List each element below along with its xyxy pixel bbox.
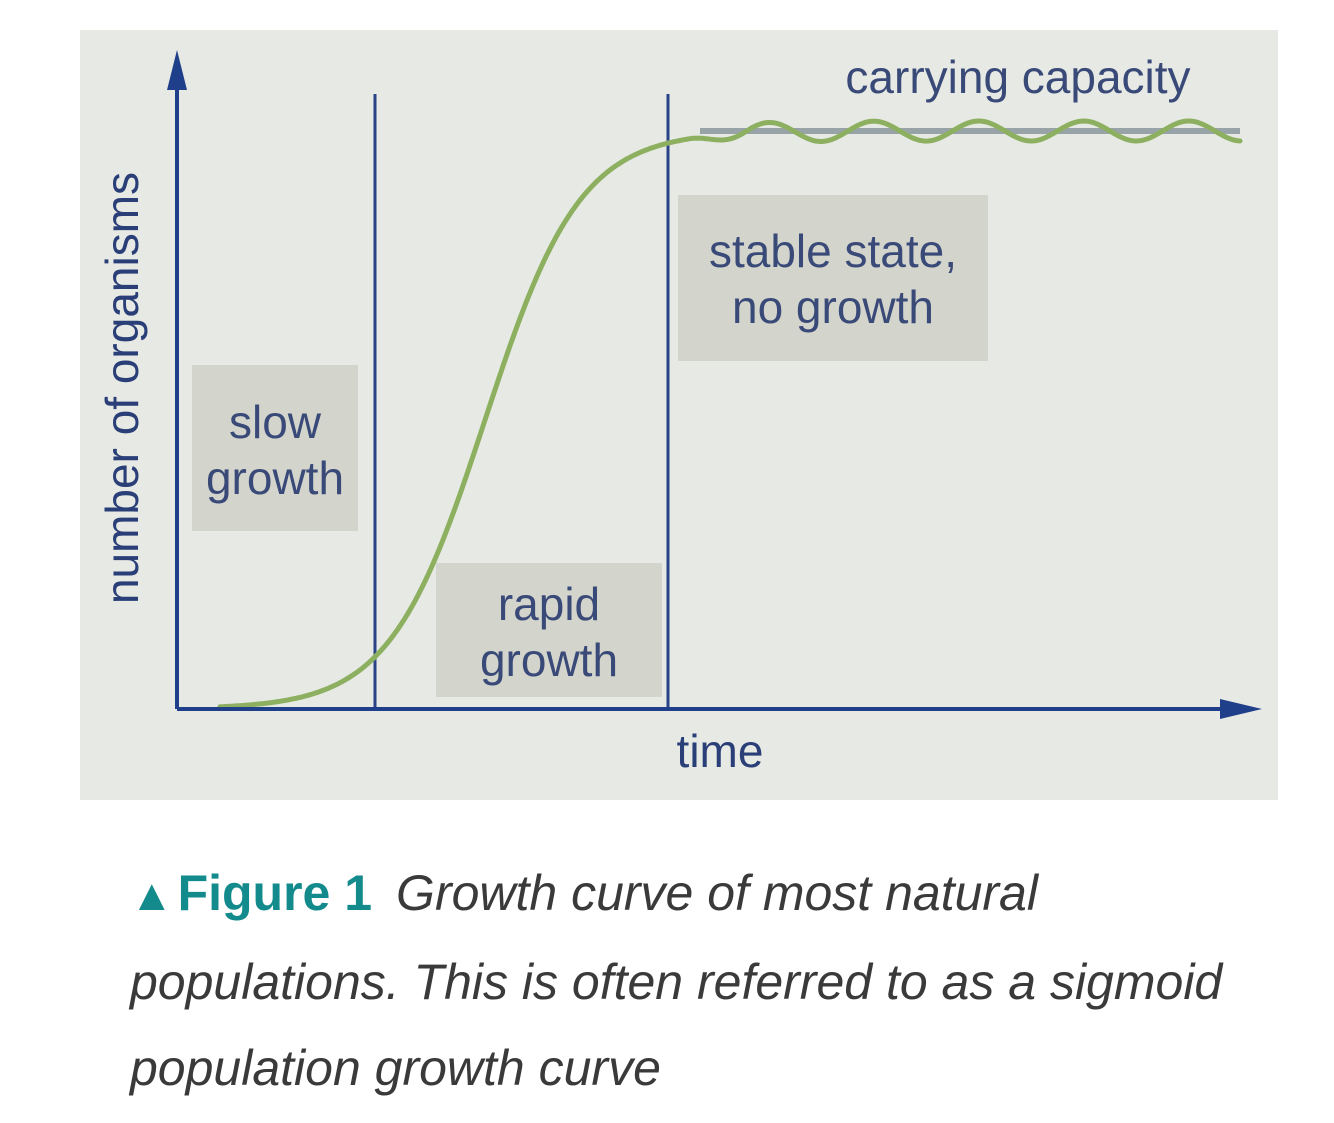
x-axis-arrow-icon [1220,699,1262,719]
growth-curve-line [217,118,1243,710]
phase-label-slow-line-2: growth [206,452,344,504]
figure-caption: ▲Figure 1 Growth curve of most natural po… [130,850,1260,1111]
phase-label-stable-line-2: no growth [732,281,934,333]
phase-box-stable [678,195,988,361]
triangle-up-icon: ▲ [130,871,174,920]
phase-label-slow-line-1: slow [229,396,322,448]
phase-box-slow [192,365,358,531]
figure-caption-text: Growth curve of most natural populations… [130,865,1223,1096]
figure-label: Figure 1 [177,865,373,921]
phase-label-rapid-line-1: rapid [498,578,600,630]
phase-label-rapid-line-2: growth [480,634,618,686]
carrying-capacity-label: carrying capacity [845,51,1190,103]
chart-panel: slow growth rapid growth stable state, n… [80,30,1278,800]
x-axis-label: time [677,725,764,777]
growth-curve-chart: slow growth rapid growth stable state, n… [96,50,1262,777]
phase-box-rapid [436,563,662,697]
y-axis-arrow-icon [167,50,187,90]
y-axis-label: number of organisms [96,172,148,604]
phase-label-stable-line-1: stable state, [709,225,957,277]
